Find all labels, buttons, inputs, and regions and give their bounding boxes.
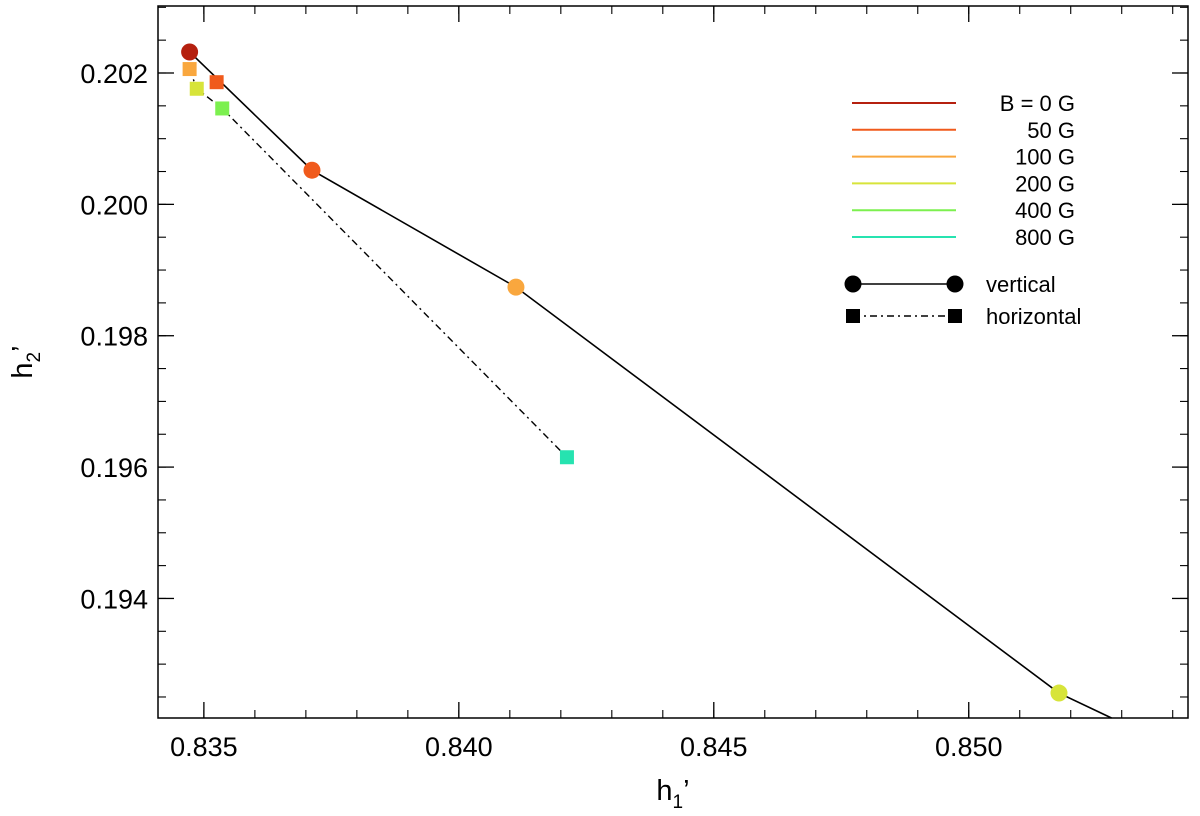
y-tick-label: 0.196 <box>80 453 148 483</box>
axes: 0.835 0.840 0.845 0.850 0.194 0.196 0.198 0.200… <box>80 5 1189 762</box>
legend-field-label: 200 G <box>1015 171 1075 196</box>
x-tick-label: 0.850 <box>935 732 1003 762</box>
legend-field-label: B = 0 G <box>1000 91 1075 116</box>
horizontal-point-marker <box>189 81 204 96</box>
y-tick-label: 0.202 <box>80 59 148 89</box>
x-tick-label: 0.845 <box>680 732 748 762</box>
legend-vertical-label: vertical <box>986 272 1056 297</box>
vertical-series-line <box>189 51 1112 719</box>
legend-field-label: 400 G <box>1015 198 1075 223</box>
y-axis-label-sub: 2 <box>24 352 45 363</box>
vertical-point-marker <box>507 278 525 296</box>
legend-vertical-marker <box>946 275 964 293</box>
legend-horizontal-label: horizontal <box>986 304 1081 329</box>
y-tick-label: 0.198 <box>80 322 148 352</box>
legend-field-label: 50 G <box>1027 118 1075 143</box>
horizontal-point-marker <box>182 62 197 77</box>
x-axis-label: h1’ <box>656 775 689 813</box>
legend-horizontal-marker <box>948 309 962 323</box>
y-axis-label-base: h <box>7 362 39 378</box>
x-tick-label: 0.840 <box>425 732 493 762</box>
legend-vertical-marker <box>844 275 862 293</box>
y-axis-label-prime: ’ <box>7 345 39 351</box>
vertical-point-marker <box>303 161 321 179</box>
legend-horizontal-marker <box>846 309 860 323</box>
horizontal-point-marker <box>215 101 230 116</box>
horizontal-point-marker <box>559 450 574 465</box>
plot-frame <box>157 5 1189 719</box>
x-tick-label: 0.835 <box>170 732 238 762</box>
vertical-point-marker <box>181 43 199 61</box>
x-axis-label-sub: 1 <box>673 792 684 813</box>
y-tick-label: 0.200 <box>80 190 148 220</box>
legend-field-label: 800 G <box>1015 225 1075 250</box>
legend-field-label: 100 G <box>1015 145 1075 170</box>
horizontal-series-line <box>188 68 568 458</box>
x-axis-label-prime: ’ <box>683 775 689 807</box>
horizontal-point-marker <box>209 75 224 90</box>
y-axis-label: h2’ <box>7 345 45 378</box>
vertical-point-marker <box>1050 684 1068 702</box>
x-axis-label-base: h <box>656 775 672 807</box>
series-layer <box>181 43 1112 719</box>
y-tick-label: 0.194 <box>80 584 148 614</box>
